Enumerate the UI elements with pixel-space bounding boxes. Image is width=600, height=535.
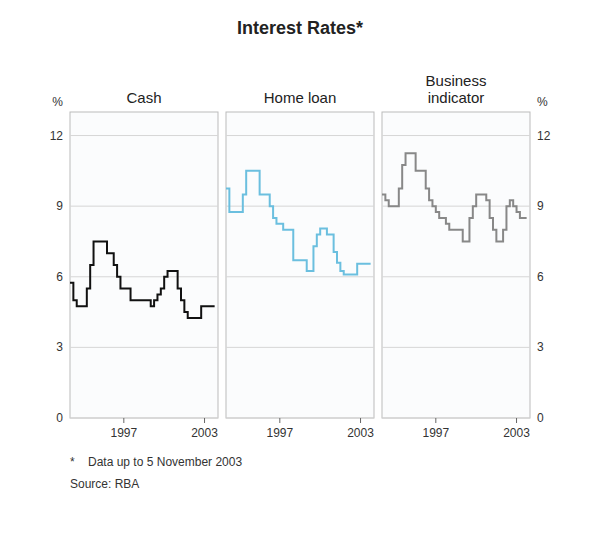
annotation: Source: RBA xyxy=(70,477,139,491)
plot-frame xyxy=(226,112,374,418)
x-tick xyxy=(360,418,361,423)
grid-line xyxy=(226,276,374,277)
x-tick-label: 2003 xyxy=(347,426,374,440)
panel-label: Businessindicator xyxy=(426,72,487,106)
grid-line xyxy=(70,135,218,136)
grid-line xyxy=(70,206,218,207)
step-line xyxy=(70,241,215,318)
y-tick-label: 6 xyxy=(537,270,544,284)
series-group xyxy=(226,171,371,275)
title: Interest Rates* xyxy=(237,18,363,38)
grid-line xyxy=(226,135,374,136)
plot-frame xyxy=(382,112,530,418)
panel: 1997 2003 Cash xyxy=(70,89,218,440)
grid-line xyxy=(382,347,530,348)
x-tick xyxy=(279,418,280,423)
y-tick-label: 12 xyxy=(537,129,551,143)
x-tick xyxy=(204,418,205,423)
grid-line xyxy=(70,418,218,419)
x-tick-label: 1997 xyxy=(266,426,293,440)
step-line xyxy=(226,171,371,275)
x-tick-label: 1997 xyxy=(110,426,137,440)
y-tick-label: 0 xyxy=(56,411,63,425)
panel-label-line: Business xyxy=(426,72,487,89)
y-tick-label: 3 xyxy=(537,340,544,354)
x-tick xyxy=(516,418,517,423)
x-tick-label: 2003 xyxy=(191,426,218,440)
step-line xyxy=(382,153,527,241)
grid-line xyxy=(382,135,530,136)
grid-line xyxy=(226,418,374,419)
y-tick-label: 12 xyxy=(50,129,64,143)
panel-label: Cash xyxy=(126,89,161,106)
y-tick-label: 9 xyxy=(537,199,544,213)
series-group xyxy=(70,241,215,318)
grid-line xyxy=(226,347,374,348)
y-axis-label: % xyxy=(537,95,548,109)
annotation: * Data up to 5 November 2003 xyxy=(70,455,242,469)
panel: 1997 2003 Home loan xyxy=(226,89,374,440)
series-group xyxy=(382,153,527,241)
y-tick-label: 0 xyxy=(537,411,544,425)
x-tick xyxy=(435,418,436,423)
panel-label-line: indicator xyxy=(428,89,485,106)
y-tick-label: 6 xyxy=(56,270,63,284)
grid-line xyxy=(382,276,530,277)
x-tick xyxy=(123,418,124,423)
y-axis-label: % xyxy=(52,95,63,109)
panel-label: Home loan xyxy=(264,89,337,106)
x-tick-label: 2003 xyxy=(503,426,530,440)
grid-line xyxy=(226,206,374,207)
grid-line xyxy=(70,347,218,348)
grid-line xyxy=(70,276,218,277)
panel-label-line: Home loan xyxy=(264,89,337,106)
chart: Interest Rates* 1997 2003 Cash 1997 2003 Home … xyxy=(0,0,600,535)
x-tick-label: 1997 xyxy=(422,426,449,440)
y-tick-label: 3 xyxy=(56,340,63,354)
grid-line xyxy=(382,418,530,419)
panel: 1997 2003 Businessindicator xyxy=(382,72,530,440)
panel-label-line: Cash xyxy=(126,89,161,106)
y-tick-label: 9 xyxy=(56,199,63,213)
plot-frame xyxy=(70,112,218,418)
